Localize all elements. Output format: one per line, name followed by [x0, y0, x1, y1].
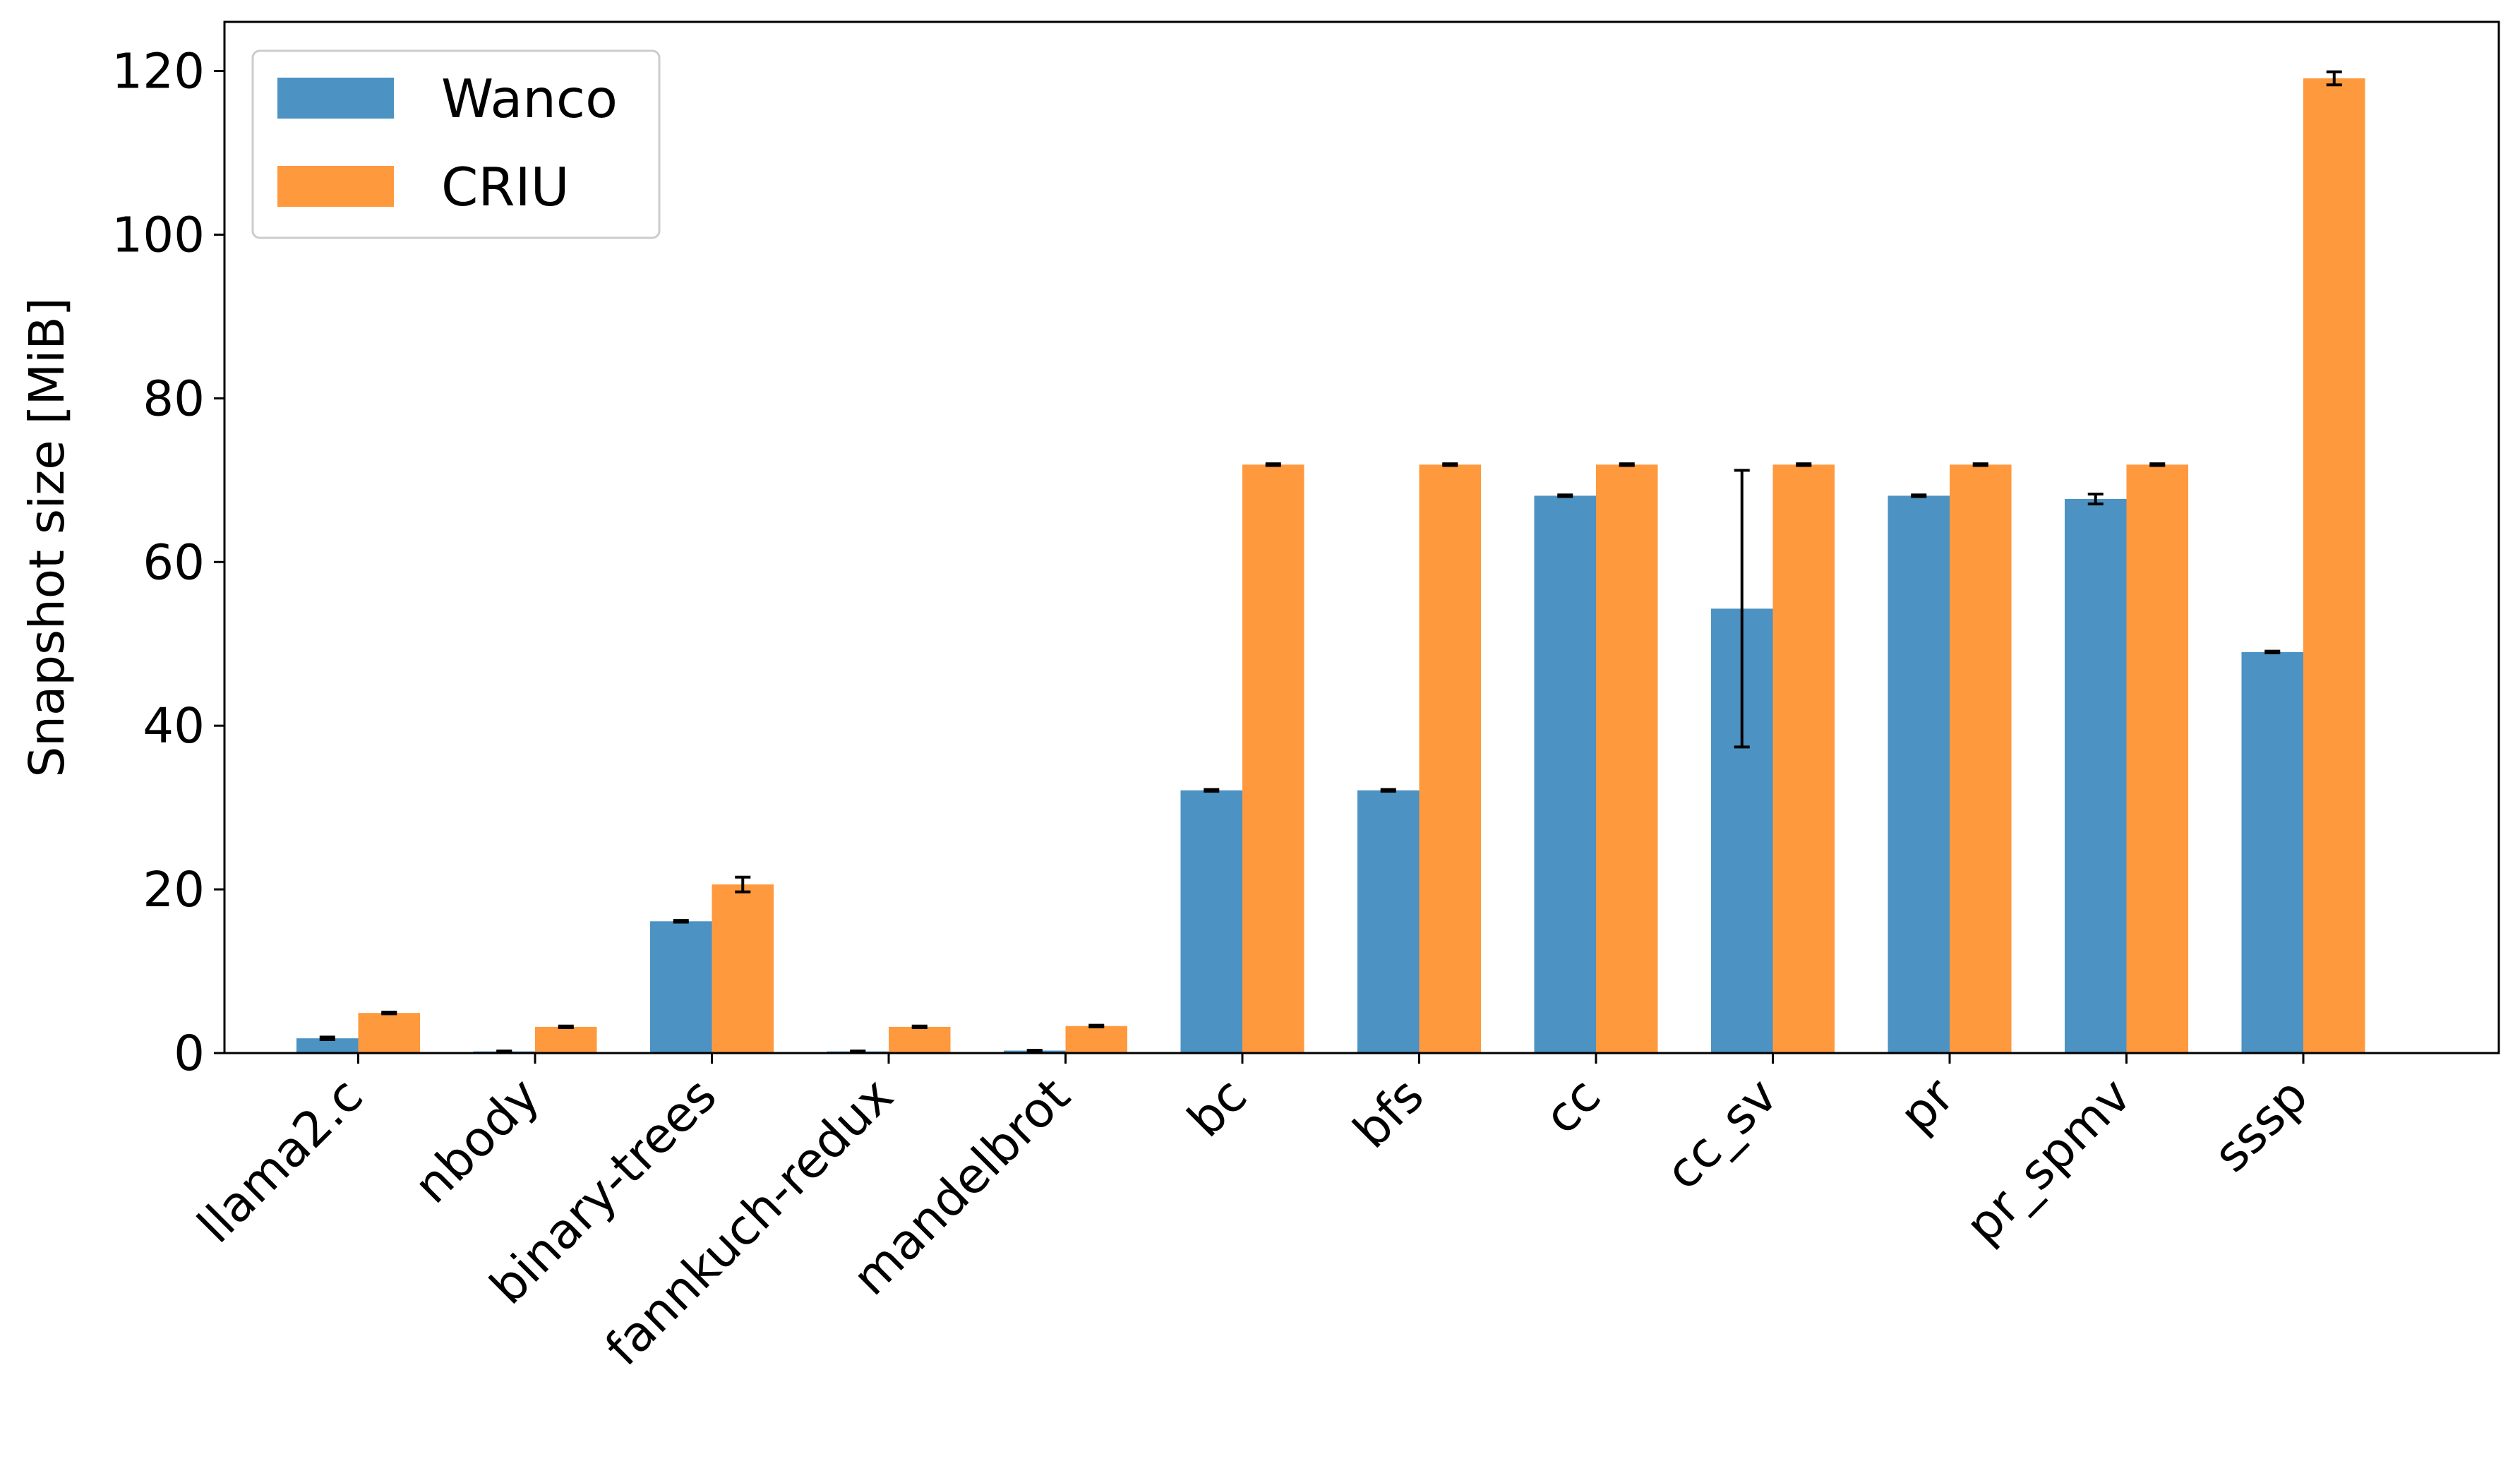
bar-wanco-pr [1888, 495, 1950, 1053]
bar-criu-fannkuch-redux [889, 1026, 951, 1053]
bar-criu-binary-trees [712, 884, 774, 1053]
x-tick-label: cc [1534, 1067, 1612, 1145]
legend-label-criu: CRIU [441, 156, 570, 218]
bar-criu-llama2.c [358, 1013, 420, 1053]
y-tick-label: 120 [112, 44, 205, 100]
x-tick-label: bfs [1343, 1067, 1434, 1159]
x-tick-label: cc_sv [1655, 1067, 1789, 1201]
x-tick-label: llama2.c [187, 1067, 373, 1253]
bar-criu-pr [1950, 464, 2012, 1053]
bar-wanco-llama2.c [296, 1038, 359, 1053]
y-tick-label: 80 [143, 371, 205, 427]
legend-swatch-wanco [277, 78, 394, 119]
x-tick-label: bc [1177, 1067, 1258, 1148]
bar-criu-mandelbrot [1065, 1026, 1127, 1053]
bar-criu-sssp [2303, 78, 2365, 1054]
y-tick-label: 60 [143, 534, 205, 591]
bar-wanco-cc [1534, 495, 1596, 1053]
bar-criu-cc [1596, 464, 1658, 1053]
bar-criu-nbody [535, 1026, 597, 1053]
bar-wanco-bfs [1357, 790, 1420, 1053]
x-tick-label: nbody [404, 1067, 551, 1214]
x-tick-label: sssp [2203, 1067, 2319, 1183]
bar-wanco-pr_spmv [2065, 499, 2127, 1053]
bar-wanco-binary-trees [650, 921, 712, 1053]
y-tick-label: 40 [143, 698, 205, 754]
plot-frame [223, 20, 2500, 1054]
y-axis: 0 20 40 60 80 100 120 [112, 44, 224, 1082]
x-axis: llama2.c nbodybinary-treesfannkuch-reduxm… [187, 1053, 2319, 1377]
y-tick-label: 100 [112, 207, 205, 263]
bar-criu-cc_sv [1772, 464, 1835, 1053]
bar-criu-bc [1242, 464, 1304, 1053]
error-bars-layer [319, 70, 2342, 1054]
bar-criu-bfs [1419, 464, 1481, 1053]
y-tick-label: 0 [174, 1026, 205, 1082]
y-axis-label: Snapshot size [MiB] [19, 297, 76, 777]
legend-label-wanco: Wanco [441, 68, 618, 130]
bar-wanco-bc [1180, 790, 1242, 1053]
y-tick-label: 20 [143, 862, 205, 918]
legend: Wanco CRIU [251, 49, 661, 239]
bars-layer [296, 78, 2365, 1054]
legend-swatch-criu [277, 166, 394, 207]
x-tick-label: pr_spmv [1955, 1067, 2142, 1254]
x-tick-label: pr [1889, 1067, 1965, 1143]
bar-criu-pr_spmv [2126, 464, 2188, 1053]
bar-wanco-sssp [2241, 651, 2303, 1053]
